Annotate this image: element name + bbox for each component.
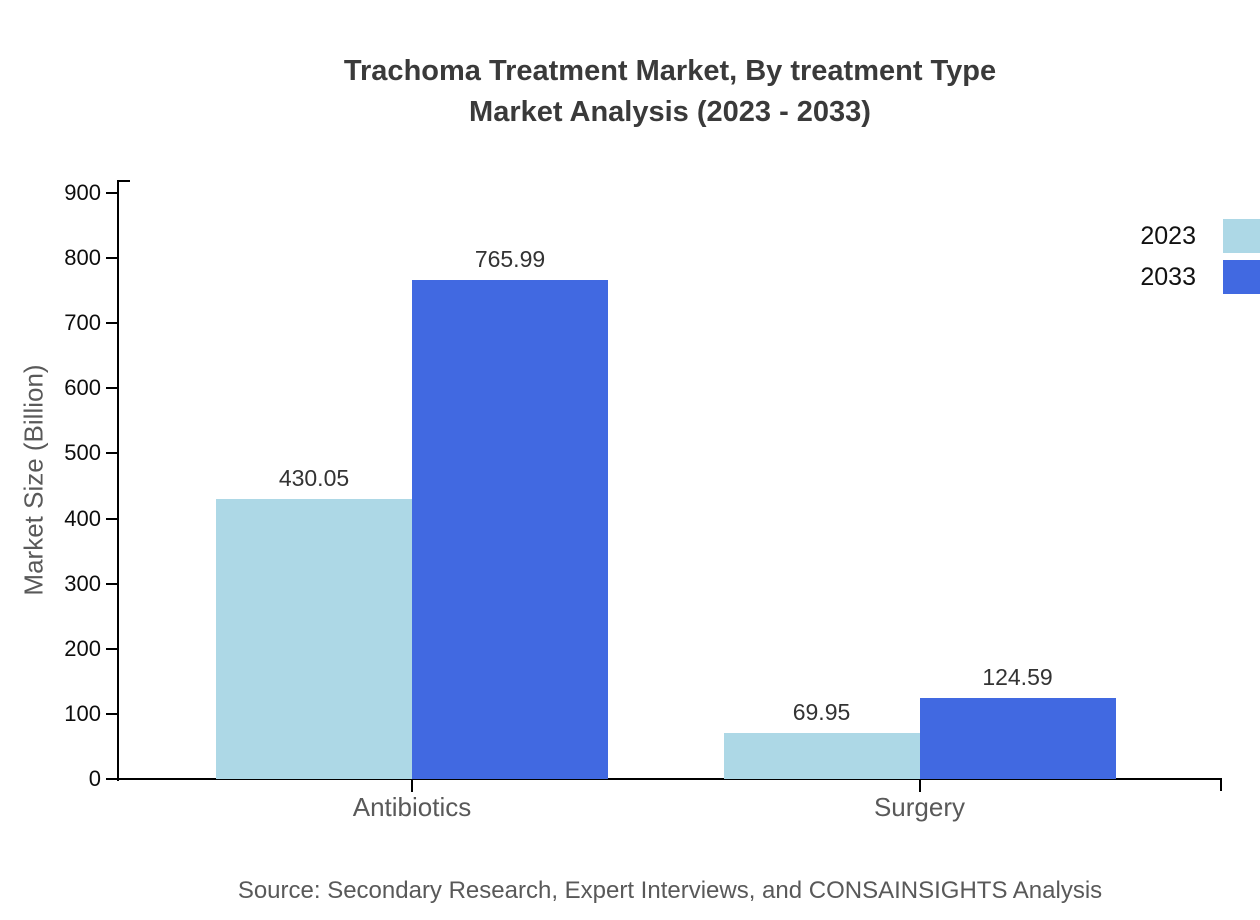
legend-label: 2033	[1140, 262, 1196, 291]
value-label-antibiotics-2023: 430.05	[278, 465, 350, 491]
y-tick-label: 800	[64, 245, 101, 271]
y-tick-label: 600	[64, 375, 101, 401]
y-axis-line	[117, 180, 119, 781]
value-label-surgery-2033: 124.59	[982, 664, 1053, 690]
legend-swatch	[1223, 219, 1260, 253]
y-tick	[106, 257, 117, 260]
bar-surgery-2033	[919, 698, 1116, 779]
category-label-antibiotics: Antibiotics	[352, 792, 472, 822]
y-tick	[106, 322, 117, 325]
y-tick-label: 700	[64, 310, 101, 336]
chart-title-line1: Trachoma Treatment Market, By treatment …	[343, 55, 997, 87]
value-label-antibiotics-2033: 765.99	[474, 246, 546, 272]
y-tick	[106, 712, 117, 715]
category-label-surgery: Surgery	[873, 792, 966, 822]
y-tick-label: 200	[64, 635, 101, 661]
x-axis-right-cap	[1220, 778, 1222, 791]
legend-item-2033[interactable]: 2033	[1140, 260, 1260, 294]
source-note: Source: Secondary Research, Expert Inter…	[237, 877, 1103, 904]
legend: 2023 2033	[1140, 219, 1260, 294]
y-tick-label: 100	[64, 700, 101, 726]
y-tick	[106, 452, 117, 455]
y-tick-label: 0	[88, 766, 101, 791]
bar-antibiotics-2033	[412, 280, 608, 779]
chart-title: Trachoma Treatment Market, By treatment …	[80, 51, 1260, 133]
y-tick-label: 500	[64, 440, 101, 466]
y-tick	[106, 778, 117, 780]
legend-swatch	[1223, 260, 1260, 294]
y-tick	[106, 647, 117, 650]
x-axis-line	[117, 778, 1222, 780]
y-tick	[106, 517, 117, 520]
chart-title-line2: Market Analysis (2023 - 2033)	[469, 96, 871, 128]
x-tick	[918, 780, 921, 792]
x-tick	[411, 780, 413, 792]
bar-antibiotics-2023	[216, 499, 412, 779]
y-tick	[106, 582, 117, 585]
y-tick-label: 300	[64, 570, 101, 596]
y-tick-label: 900	[64, 180, 101, 205]
y-axis-top-cap	[117, 180, 130, 182]
value-label-surgery-2023: 69.95	[792, 699, 851, 725]
y-tick	[106, 387, 117, 390]
y-tick-label: 400	[64, 505, 101, 531]
y-tick	[106, 192, 117, 194]
legend-label: 2023	[1140, 221, 1196, 250]
legend-item-2023[interactable]: 2023	[1140, 219, 1260, 253]
bar-surgery-2023	[723, 733, 920, 779]
